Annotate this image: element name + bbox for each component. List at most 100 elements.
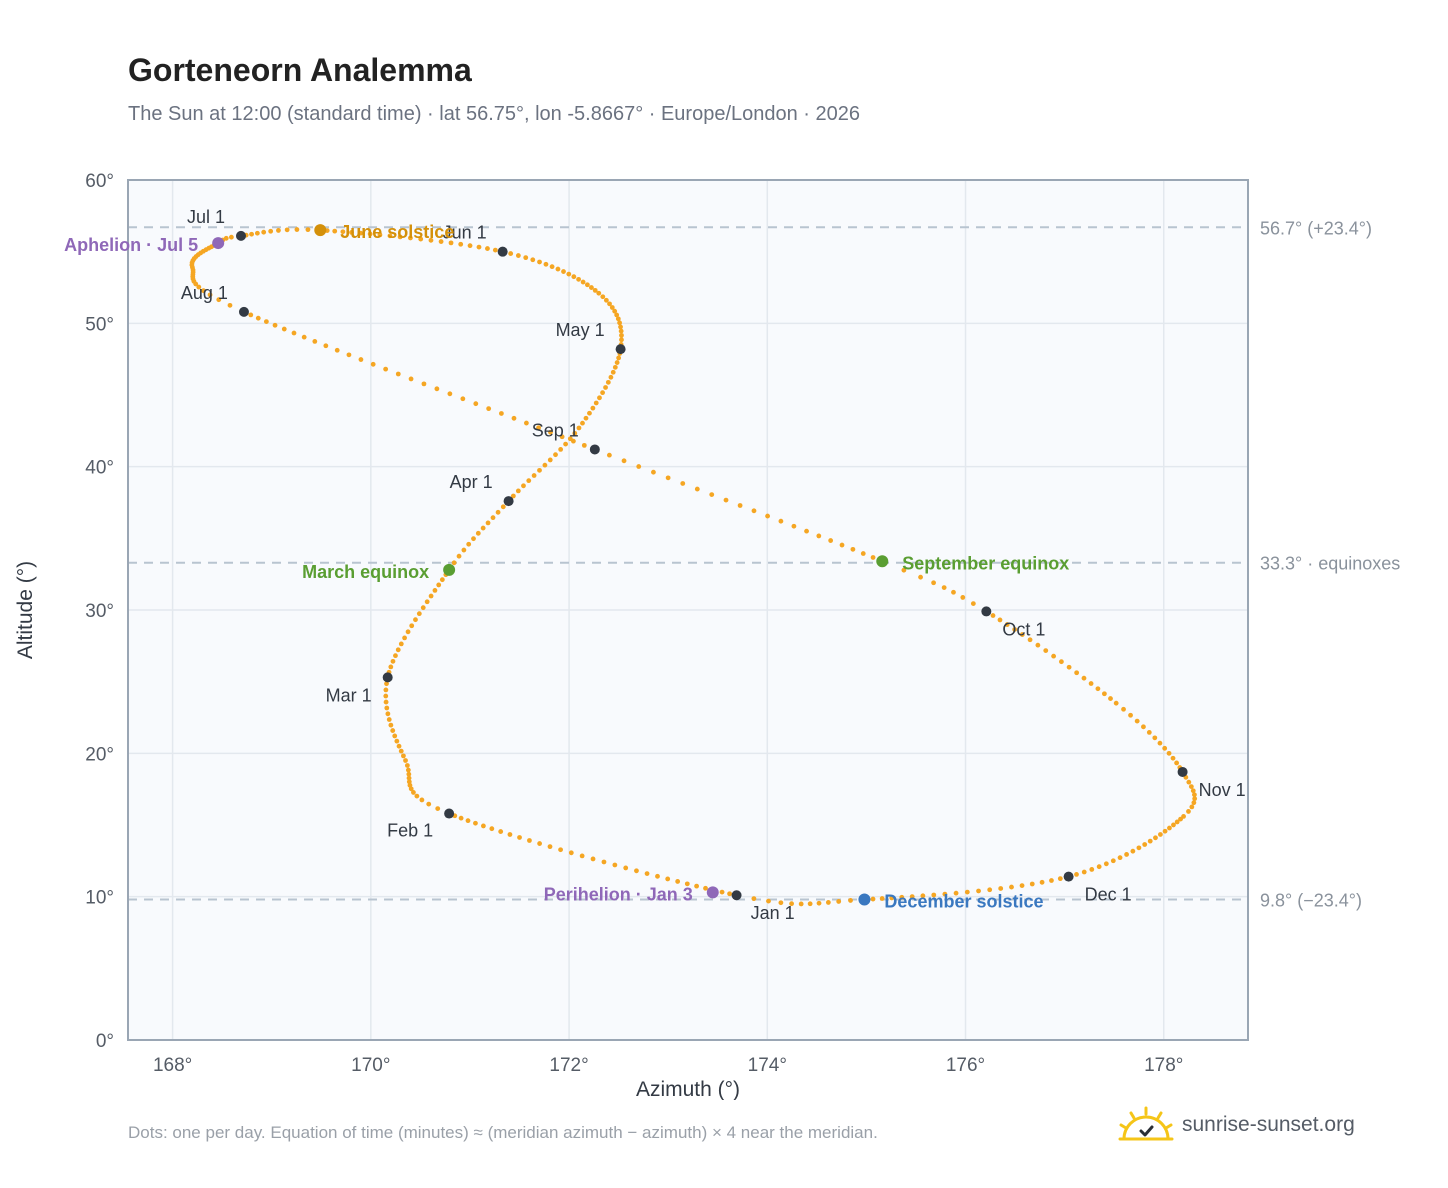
month-marker xyxy=(444,808,455,819)
daily-dot xyxy=(458,241,464,247)
daily-dot xyxy=(448,240,454,246)
daily-dot xyxy=(485,520,491,526)
daily-dot xyxy=(1174,819,1180,825)
daily-dot xyxy=(432,587,438,593)
daily-dot xyxy=(791,523,797,529)
daily-dot xyxy=(249,231,254,237)
event-marker xyxy=(876,555,889,568)
daily-dot xyxy=(388,722,394,728)
daily-dot xyxy=(1051,653,1057,659)
daily-dot xyxy=(383,699,389,705)
daily-dot xyxy=(418,236,424,242)
daily-dot xyxy=(521,483,526,489)
daily-dot xyxy=(1057,876,1063,882)
daily-dot xyxy=(1124,852,1129,857)
brand[interactable]: sunrise-sunset.org xyxy=(1118,1100,1355,1150)
month-label: Aug 1 xyxy=(181,283,228,303)
month-marker xyxy=(235,230,246,241)
daily-dot xyxy=(406,771,412,777)
event-marker xyxy=(314,224,327,237)
daily-dot xyxy=(616,355,622,361)
y-tick-label: 10° xyxy=(85,888,114,909)
daily-dot xyxy=(436,582,442,588)
daily-dot xyxy=(848,898,853,903)
month-label: Feb 1 xyxy=(387,821,433,841)
daily-dot xyxy=(737,503,743,508)
daily-dot xyxy=(387,233,393,239)
month-marker xyxy=(1177,766,1188,777)
x-tick-label: 170° xyxy=(351,1055,390,1076)
daily-dot xyxy=(580,279,586,285)
event-label: December solstice xyxy=(884,892,1043,912)
daily-dot xyxy=(447,391,453,397)
y-tick-label: 20° xyxy=(85,744,114,765)
daily-dot xyxy=(507,832,513,837)
daily-dot xyxy=(918,574,923,580)
daily-dot xyxy=(1146,730,1152,735)
daily-dot xyxy=(1162,828,1168,834)
daily-dot xyxy=(589,285,594,290)
daily-dot xyxy=(548,429,553,435)
daily-dot xyxy=(1174,760,1180,766)
daily-dot xyxy=(1101,691,1107,697)
daily-dot xyxy=(603,385,608,390)
daily-dot xyxy=(825,900,831,905)
daily-dot xyxy=(1186,779,1192,785)
daily-dot xyxy=(1167,825,1172,831)
event-label: Perihelion · Jan 3 xyxy=(544,884,693,904)
daily-dot xyxy=(1088,681,1094,686)
daily-dot xyxy=(401,753,406,759)
daily-dot xyxy=(193,281,199,287)
daily-dot xyxy=(511,415,517,421)
daily-dot xyxy=(583,415,589,421)
month-marker xyxy=(589,444,600,455)
chart-footnote: Dots: one per day. Equation of time (min… xyxy=(128,1123,878,1142)
daily-dot xyxy=(272,322,278,328)
daily-dot xyxy=(254,230,260,236)
daily-dot xyxy=(508,251,514,256)
daily-dot xyxy=(553,452,558,458)
daily-dot xyxy=(804,528,809,534)
daily-dot xyxy=(879,896,885,901)
daily-dot xyxy=(537,841,543,846)
daily-dot xyxy=(207,292,213,298)
daily-dot xyxy=(941,585,947,591)
daily-dot xyxy=(1081,675,1087,681)
daily-dot xyxy=(510,493,516,499)
daily-dot xyxy=(870,896,876,902)
daily-dot xyxy=(951,589,956,595)
daily-dot xyxy=(592,287,598,293)
daily-dot xyxy=(416,611,422,617)
daily-dot xyxy=(537,259,542,265)
daily-dot xyxy=(964,889,970,895)
daily-dot xyxy=(798,901,804,907)
daily-dot xyxy=(515,488,521,494)
daily-dot xyxy=(644,871,650,876)
daily-dot xyxy=(870,555,876,560)
daily-dot xyxy=(593,400,599,406)
daily-dot xyxy=(397,234,403,240)
y-tick-label: 60° xyxy=(85,171,114,192)
month-label: Dec 1 xyxy=(1085,885,1132,905)
daily-dot xyxy=(619,332,624,338)
daily-dot xyxy=(590,405,596,411)
daily-dot xyxy=(655,873,660,879)
daily-dot xyxy=(414,793,420,799)
daily-dot xyxy=(1113,700,1119,706)
daily-dot xyxy=(558,847,563,853)
daily-dot xyxy=(603,297,609,303)
daily-dot xyxy=(349,230,354,235)
daily-dot xyxy=(435,806,441,811)
daily-dot xyxy=(473,401,479,407)
daily-dot xyxy=(434,386,440,392)
daily-dot xyxy=(1189,804,1195,810)
daily-dot xyxy=(1186,809,1191,814)
daily-dot xyxy=(408,376,414,382)
daily-dot xyxy=(340,229,346,235)
daily-dot xyxy=(580,420,585,426)
daily-dot xyxy=(334,347,340,353)
daily-dot xyxy=(475,530,481,536)
daily-dot xyxy=(392,733,398,739)
daily-dot xyxy=(816,533,822,539)
daily-dot xyxy=(1059,659,1064,665)
